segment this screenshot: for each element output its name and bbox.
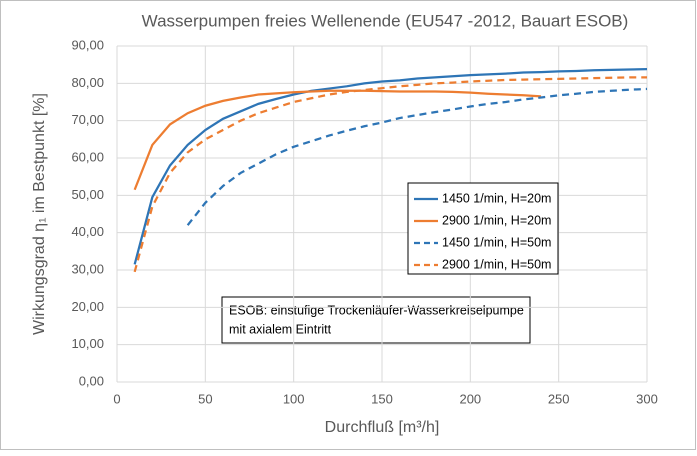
legend-label: 2900 1/min, H=20m bbox=[442, 213, 551, 227]
x-tick-label: 300 bbox=[636, 391, 658, 406]
chart-title: Wasserpumpen freies Wellenende (EU547 -2… bbox=[142, 11, 629, 30]
series-line bbox=[186, 87, 648, 226]
legend-label: 2900 1/min, H=50m bbox=[442, 257, 551, 271]
x-tick-label: 150 bbox=[371, 391, 393, 406]
x-tick-label: 50 bbox=[198, 391, 212, 406]
x-tick-label: 250 bbox=[548, 391, 570, 406]
y-tick-label: 20,00 bbox=[71, 299, 104, 314]
y-tick-label: 80,00 bbox=[71, 75, 104, 90]
y-tick-label: 90,00 bbox=[71, 37, 104, 52]
x-tick-label: 200 bbox=[459, 391, 481, 406]
series-line bbox=[133, 76, 647, 273]
x-tick-label: 0 bbox=[113, 391, 120, 406]
annotation: mit axialem Eintritt bbox=[229, 322, 332, 336]
x-axis-label: Durchfluß [m³/h] bbox=[325, 419, 440, 436]
y-axis-label: Wirkungsgrad η₁ im Bestpunkt [%] bbox=[31, 93, 48, 335]
y-tick-label: 40,00 bbox=[71, 224, 104, 239]
series-line bbox=[133, 68, 648, 265]
y-tick-label: 10,00 bbox=[71, 336, 104, 351]
y-tick-label: 60,00 bbox=[71, 149, 104, 164]
y-tick-label: 0,00 bbox=[79, 373, 104, 388]
y-tick-label: 30,00 bbox=[71, 261, 104, 276]
annotation: ESOB: einstufige Trockenläufer-Wasserkre… bbox=[229, 303, 524, 317]
series-line bbox=[133, 89, 542, 191]
legend-label: 1450 1/min, H=50m bbox=[442, 235, 551, 249]
y-tick-label: 70,00 bbox=[71, 112, 104, 127]
legend-label: 1450 1/min, H=20m bbox=[442, 191, 551, 205]
annotation-box bbox=[221, 296, 531, 344]
y-tick-label: 50,00 bbox=[71, 187, 104, 202]
x-tick-label: 100 bbox=[283, 391, 305, 406]
